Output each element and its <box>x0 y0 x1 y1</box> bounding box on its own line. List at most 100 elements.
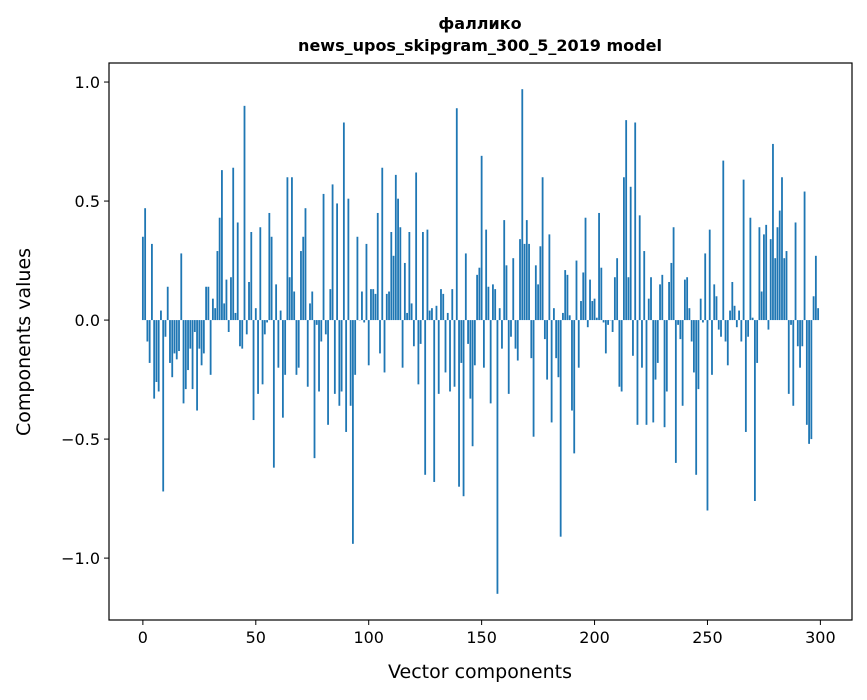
bar-component-89 <box>343 123 345 321</box>
bar-component-104 <box>377 213 379 320</box>
bar-component-264 <box>738 311 740 321</box>
bar-component-51 <box>257 320 259 394</box>
bar-component-203 <box>600 268 602 320</box>
bar-component-299 <box>817 308 819 320</box>
bar-component-116 <box>404 263 406 320</box>
bar-component-280 <box>774 258 776 320</box>
bar-component-18 <box>183 320 185 403</box>
bar-component-53 <box>262 320 264 384</box>
bar-component-188 <box>567 275 569 320</box>
bar-component-64 <box>287 177 289 320</box>
bar-component-194 <box>580 301 582 320</box>
bar-component-291 <box>799 320 801 368</box>
bar-component-66 <box>291 177 293 320</box>
bar-component-57 <box>271 237 273 320</box>
bar-component-131 <box>438 320 440 394</box>
bar-component-226 <box>652 320 654 422</box>
bar-component-241 <box>686 277 688 320</box>
bar-component-278 <box>770 239 772 320</box>
bar-component-221 <box>641 320 643 368</box>
bar-component-233 <box>668 282 670 320</box>
bar-component-60 <box>277 320 279 368</box>
bar-component-68 <box>296 320 298 375</box>
bar-component-159 <box>501 320 503 349</box>
bar-component-282 <box>779 211 781 320</box>
bar-component-262 <box>734 306 736 320</box>
bar-component-225 <box>650 277 652 320</box>
bar-component-243 <box>691 320 693 341</box>
bar-component-198 <box>589 280 591 320</box>
bar-component-287 <box>790 320 792 325</box>
bar-component-219 <box>637 320 639 425</box>
bar-component-191 <box>573 320 575 453</box>
bar-component-79 <box>320 320 322 341</box>
bar-component-140 <box>458 320 460 487</box>
bar-component-252 <box>711 320 713 375</box>
bar-component-171 <box>528 244 530 320</box>
bar-component-249 <box>704 253 706 320</box>
bar-component-20 <box>187 320 189 370</box>
bar-component-232 <box>666 320 668 391</box>
bar-component-28 <box>205 287 207 320</box>
bar-component-56 <box>268 213 270 320</box>
bar-component-22 <box>192 320 194 389</box>
bar-component-183 <box>555 320 557 358</box>
bar-component-61 <box>280 311 282 321</box>
bar-component-236 <box>675 320 677 463</box>
bar-component-47 <box>248 282 250 320</box>
bar-component-181 <box>551 320 553 422</box>
bar-component-246 <box>698 320 700 389</box>
bar-component-281 <box>777 227 779 320</box>
bar-component-97 <box>361 292 363 321</box>
bar-component-52 <box>259 227 261 320</box>
bar-component-132 <box>440 289 442 320</box>
bar-component-297 <box>813 296 815 320</box>
bar-component-83 <box>329 289 331 320</box>
bar-component-238 <box>679 320 681 339</box>
bar-component-229 <box>659 284 661 320</box>
bar-component-289 <box>795 222 797 320</box>
bar-component-46 <box>246 320 248 334</box>
bar-component-230 <box>661 275 663 320</box>
bar-component-259 <box>727 320 729 365</box>
bar-component-135 <box>447 313 449 320</box>
bar-component-94 <box>354 320 356 375</box>
bar-component-127 <box>429 311 431 321</box>
x-tick-label: 0 <box>138 628 148 647</box>
bar-component-77 <box>316 320 318 325</box>
bar-component-273 <box>759 227 761 320</box>
bar-component-267 <box>745 320 747 432</box>
bar-component-231 <box>664 320 666 427</box>
bar-component-44 <box>241 320 243 349</box>
chart-subtitle: news_upos_skipgram_300_5_2019 model <box>298 36 662 55</box>
bar-component-277 <box>768 320 770 330</box>
bar-component-81 <box>325 320 327 334</box>
bar-component-210 <box>616 258 618 320</box>
bar-component-129 <box>433 320 435 482</box>
bar-component-40 <box>232 168 234 320</box>
bar-component-209 <box>614 277 616 320</box>
bar-component-202 <box>598 213 600 320</box>
bar-component-212 <box>621 320 623 391</box>
bar-component-217 <box>632 320 634 356</box>
x-tick-label: 50 <box>246 628 266 647</box>
bar-component-138 <box>454 320 456 387</box>
bar-component-118 <box>408 232 410 320</box>
bar-component-130 <box>436 306 438 320</box>
bar-component-55 <box>266 320 268 322</box>
bar-component-49 <box>253 320 255 420</box>
bar-component-283 <box>781 177 783 320</box>
bar-component-170 <box>526 220 528 320</box>
bar-component-72 <box>305 208 307 320</box>
bar-component-32 <box>214 308 216 320</box>
bar-component-27 <box>203 320 205 353</box>
bar-component-158 <box>499 308 501 320</box>
bar-component-67 <box>293 292 295 321</box>
bar-component-275 <box>763 234 765 320</box>
bar-component-169 <box>524 244 526 320</box>
bar-component-37 <box>226 280 228 320</box>
bar-component-54 <box>264 320 266 334</box>
bar-component-265 <box>740 320 742 341</box>
bar-component-258 <box>725 320 727 341</box>
bar-component-274 <box>761 292 763 321</box>
